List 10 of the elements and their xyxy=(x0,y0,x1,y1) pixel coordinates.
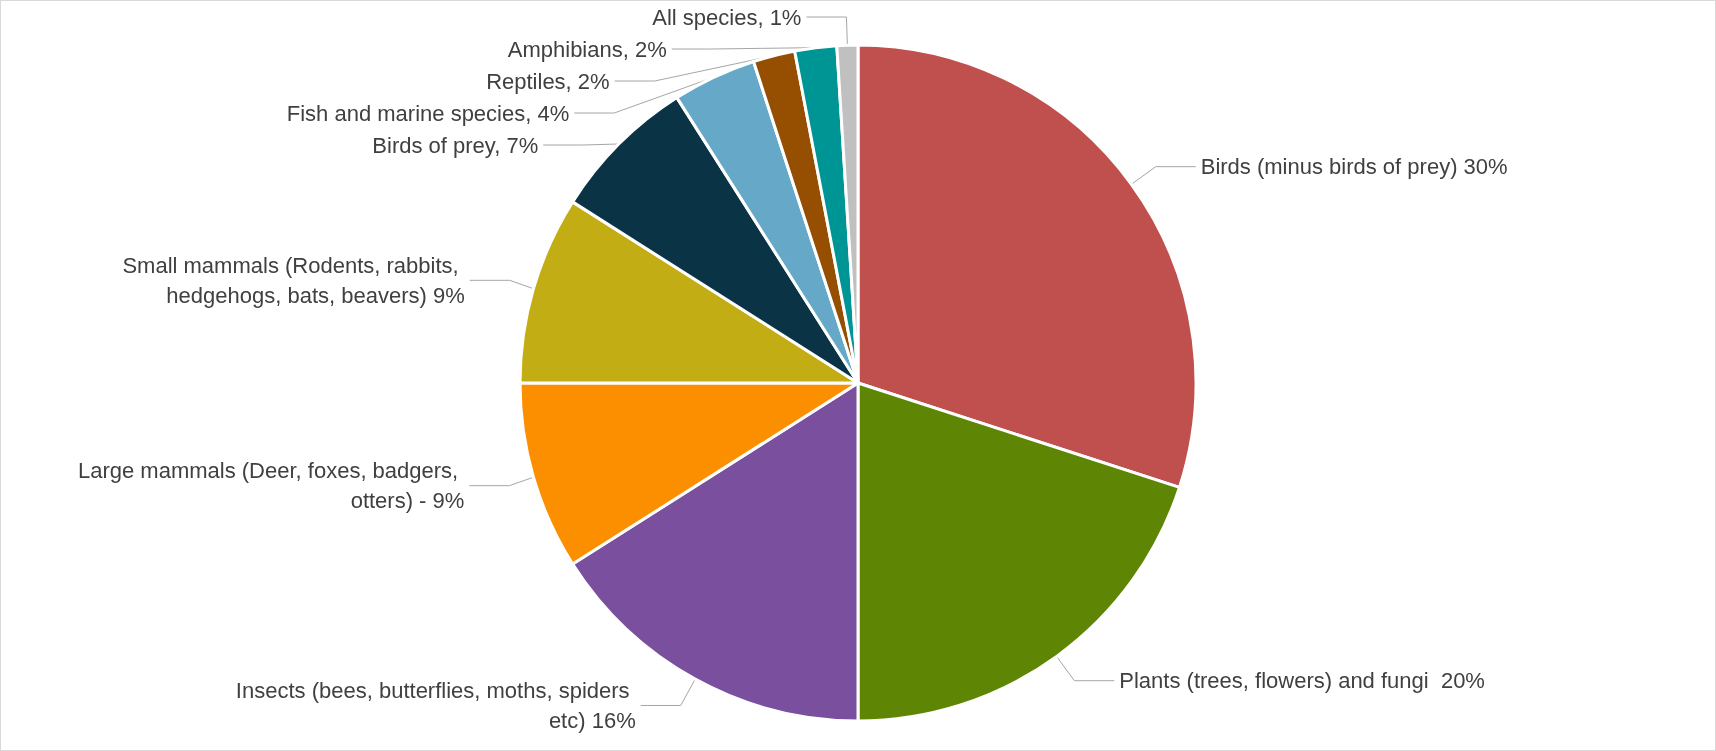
slice-label: Birds (minus birds of prey) 30% xyxy=(1200,154,1508,180)
slice-label: All species, 1% xyxy=(652,4,802,30)
slice-label: Insects (bees, butterflies, moths, spiders etc) 16% xyxy=(235,677,636,733)
slice-label: Amphibians, 2% xyxy=(507,36,667,62)
slice-label: Birds of prey, 7% xyxy=(372,132,539,158)
slice-label: Large mammals (Deer, foxes, badgers, otters) - 9% xyxy=(77,458,465,514)
slice-label: Small mammals (Rodents, rabbits, hedgehogs, bats, beavers) 9% xyxy=(122,252,465,308)
slice-label: Plants (trees, flowers) and fungi 20% xyxy=(1119,668,1485,694)
slice-label: Reptiles, 2% xyxy=(486,68,610,94)
slice-label: Fish and marine species, 4% xyxy=(286,100,570,126)
